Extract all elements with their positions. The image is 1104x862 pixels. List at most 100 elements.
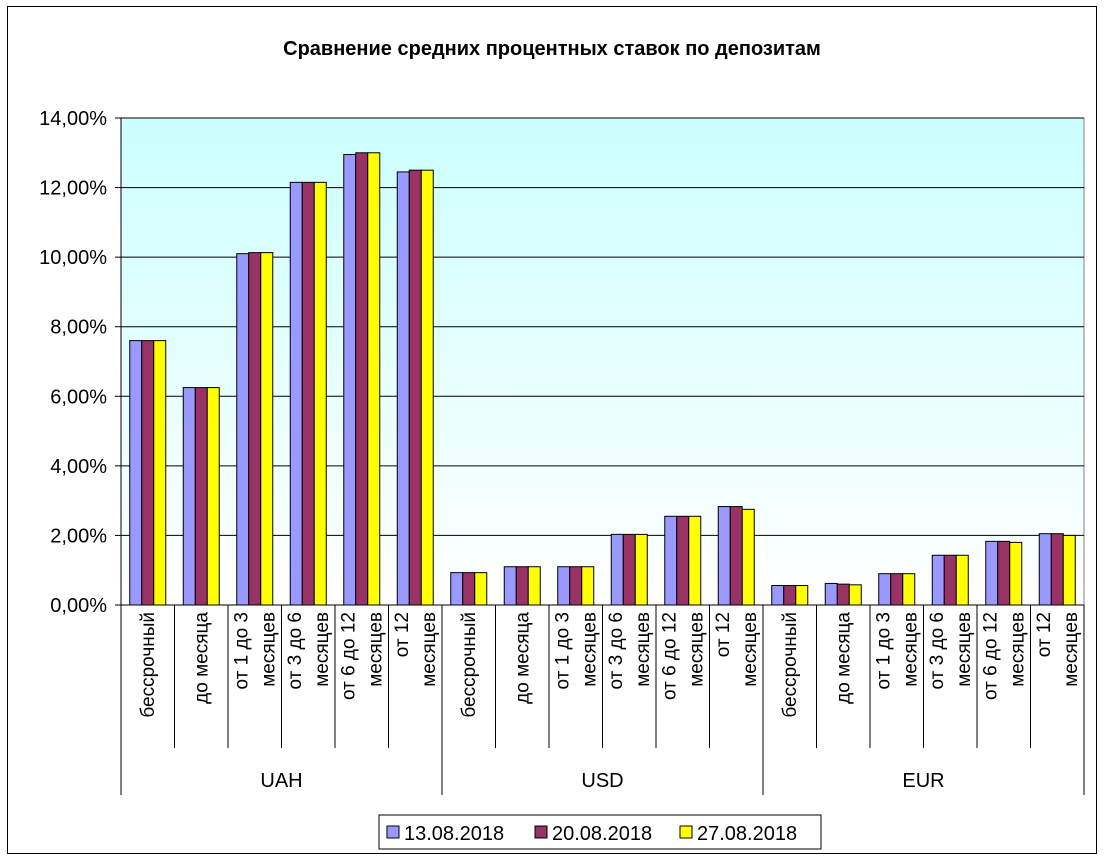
bar: [581, 566, 595, 606]
bar: [783, 585, 797, 606]
bar: [474, 572, 488, 606]
bar: [943, 554, 957, 606]
y-tick-label: 14,00%: [39, 108, 107, 130]
bar: [557, 566, 571, 606]
category-label: от 1 до 3: [231, 612, 252, 689]
bar: [931, 554, 945, 606]
category-label: от 12: [1034, 612, 1055, 657]
bar: [771, 585, 785, 606]
y-tick-label: 6,00%: [50, 386, 107, 408]
bar: [153, 340, 167, 606]
category-label: бессрочный: [780, 612, 801, 718]
bar: [634, 533, 648, 606]
category-label: от 6 до 12: [980, 612, 1001, 700]
bar: [1009, 541, 1023, 606]
bar: [396, 171, 410, 606]
category-label: месяцев: [686, 612, 707, 687]
category-label: от 3 до 6: [927, 612, 948, 689]
category-label: месяцев: [954, 612, 975, 687]
category-label: до месяца: [833, 612, 854, 704]
category-label: от 1 до 3: [552, 612, 573, 689]
bar: [408, 169, 422, 606]
bar: [902, 573, 916, 606]
y-tick-label: 2,00%: [50, 525, 107, 547]
category-label: от 6 до 12: [338, 612, 359, 700]
bar: [824, 582, 838, 606]
bar: [289, 181, 303, 606]
bar: [248, 252, 262, 606]
bar: [343, 154, 357, 606]
legend-swatch: [534, 825, 548, 839]
category-label: месяцев: [579, 612, 600, 687]
category-label: до месяца: [512, 612, 533, 704]
bar: [515, 566, 529, 606]
bar: [664, 515, 678, 606]
y-tick-label: 12,00%: [39, 178, 107, 200]
chart-title: Сравнение средних процентных ставок по д…: [283, 38, 821, 60]
bar: [795, 585, 809, 606]
category-label: от 3 до 6: [606, 612, 627, 689]
bar: [236, 253, 250, 606]
bar: [997, 540, 1011, 606]
bar: [313, 181, 327, 606]
bar: [610, 533, 624, 606]
bar: [955, 554, 969, 606]
bar: [182, 387, 196, 606]
group-label: EUR: [902, 770, 944, 792]
bar: [848, 584, 862, 606]
bar: [688, 515, 702, 606]
y-tick-label: 4,00%: [50, 456, 107, 478]
y-tick-label: 8,00%: [50, 317, 107, 339]
category-label: бессрочный: [138, 612, 159, 718]
legend-label: 20.08.2018: [552, 823, 652, 845]
category-label: от 12: [713, 612, 734, 657]
legend-label: 13.08.2018: [404, 823, 504, 845]
bar: [194, 387, 208, 606]
bar: [1050, 533, 1064, 606]
group-label: UAH: [260, 770, 302, 792]
category-label: месяцев: [365, 612, 386, 687]
category-label: месяцев: [312, 612, 333, 687]
y-tick-label: 10,00%: [39, 247, 107, 269]
legend-swatch: [386, 825, 400, 839]
legend-swatch: [679, 825, 693, 839]
bar: [622, 533, 636, 606]
category-label: месяцев: [740, 612, 761, 687]
bar: [676, 515, 690, 606]
bar: [450, 572, 464, 606]
bar: [260, 252, 274, 606]
bar: [462, 572, 476, 606]
bar: [206, 387, 220, 606]
category-label: до месяца: [191, 612, 212, 704]
category-label: от 3 до 6: [285, 612, 306, 689]
bar: [420, 169, 434, 606]
legend-box: [378, 814, 822, 850]
bar: [301, 181, 315, 606]
group-label: USD: [581, 770, 623, 792]
bar: [985, 540, 999, 606]
bar: [878, 573, 892, 606]
bar: [569, 566, 583, 606]
category-label: месяцев: [900, 612, 921, 687]
category-label: месяцев: [419, 612, 440, 687]
bar: [729, 506, 743, 606]
category-label: от 1 до 3: [873, 612, 894, 689]
bar: [355, 152, 369, 606]
bar: [367, 152, 381, 606]
plot-area: [120, 117, 1085, 606]
category-label: от 6 до 12: [659, 612, 680, 700]
category-label: месяцев: [1007, 612, 1028, 687]
bar: [527, 566, 541, 606]
category-label: от 12: [392, 612, 413, 657]
y-tick-label: 0,00%: [50, 595, 107, 617]
bar: [836, 583, 850, 606]
category-label: месяцев: [258, 612, 279, 687]
bar: [503, 566, 517, 606]
bar: [890, 573, 904, 606]
bar: [129, 340, 143, 606]
bar: [717, 506, 731, 606]
category-label: месяцев: [1061, 612, 1082, 687]
category-label: бессрочный: [459, 612, 480, 718]
bar: [141, 340, 155, 606]
